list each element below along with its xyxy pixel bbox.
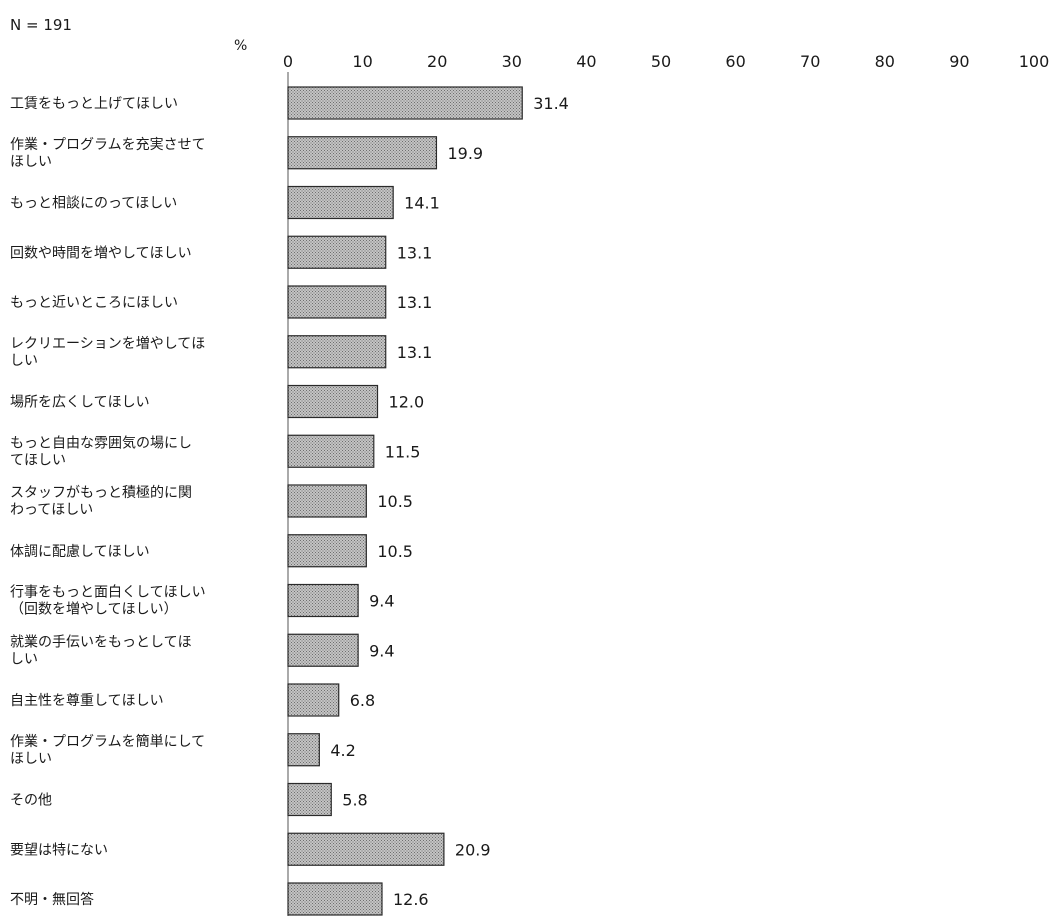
category-label: 要望は特にない	[10, 842, 108, 858]
category-label-line: 不明・無回答	[10, 891, 94, 908]
bar	[287, 235, 387, 269]
category-label: 工賃をもっと上げてほしい	[10, 96, 178, 112]
bar-value-label: 13.1	[397, 343, 433, 362]
category-label-line: 場所を広くしてほしい	[10, 395, 150, 411]
category-label: 自主性を尊重してほしい	[10, 692, 164, 709]
bar-value-label: 4.2	[330, 741, 355, 760]
x-tick-label: 100	[1019, 52, 1050, 71]
category-label-line: 回数や時間を増やしてほしい	[10, 245, 192, 261]
bar-value-label: 6.8	[350, 691, 375, 710]
category-label-line: ほしい	[10, 154, 52, 170]
bar	[287, 185, 394, 220]
bar-value-label: 19.9	[447, 144, 483, 163]
x-tick-label: 90	[949, 52, 969, 71]
category-label-line: レクリエーションを増やしてほ	[10, 336, 205, 352]
category-label-line: 就業の手伝いをもっとしてほ	[10, 634, 192, 650]
x-tick-label: 50	[651, 52, 671, 71]
category-label: もっと自由な雰囲気の場にしてほしい	[10, 435, 192, 468]
category-label: 回数や時間を増やしてほしい	[10, 245, 192, 261]
category-label-line: その他	[10, 793, 52, 809]
bar-value-label: 10.5	[377, 492, 413, 511]
value-labels: 31.4 19.9 14.1 13.1 13.1 13.1 12.0 11.5 10.5 10.5…	[330, 94, 569, 909]
x-tick-label: 0	[283, 52, 293, 71]
bar	[287, 683, 340, 717]
category-label-line: 体調に配慮してほしい	[10, 544, 150, 560]
category-label: レクリエーションを増やしてほしい	[10, 336, 205, 369]
category-label: その他	[10, 793, 52, 809]
category-label-line: もっと自由な雰囲気の場にし	[10, 435, 192, 451]
category-label: 体調に配慮してほしい	[10, 544, 150, 560]
category-label-line: もっと相談にのってほしい	[10, 196, 177, 212]
bar	[287, 335, 387, 369]
category-label-line: もっと近いところにほしい	[10, 295, 178, 311]
category-label: 場所を広くしてほしい	[10, 395, 150, 411]
bars	[287, 86, 523, 916]
category-label-line: （回数を増やしてほしい）	[10, 602, 178, 618]
bar	[287, 136, 438, 170]
bar-value-label: 14.1	[404, 194, 440, 213]
x-tick-label: 80	[875, 52, 895, 71]
category-label-line: わってほしい	[10, 502, 93, 518]
bar-value-label: 31.4	[533, 94, 569, 113]
bar	[287, 882, 383, 916]
category-label-line: しい	[10, 353, 38, 369]
bar-value-label: 12.0	[389, 393, 425, 412]
x-axis-ticks: 0 10 20 30 40 50 60 70 80 90 100	[283, 52, 1049, 71]
bar	[287, 285, 387, 319]
category-label-line: てほしい	[10, 452, 66, 468]
category-label: 作業・プログラムを充実させてほしい	[10, 137, 206, 170]
bar-value-label: 20.9	[455, 840, 491, 859]
x-tick-label: 20	[427, 52, 447, 71]
x-tick-label: 30	[502, 52, 522, 71]
bar	[287, 633, 359, 667]
bar-value-label: 13.1	[397, 243, 433, 262]
category-label-line: スタッフがもっと積極的に関	[10, 485, 192, 501]
bar	[287, 86, 523, 120]
bar-value-label: 5.8	[342, 791, 367, 810]
bar	[287, 832, 445, 866]
bar	[287, 782, 332, 817]
category-label-line: しい	[10, 651, 38, 667]
category-label-line: 行事をもっと面白くしてほしい	[10, 585, 206, 601]
bar	[287, 534, 367, 568]
x-tick-label: 10	[352, 52, 372, 71]
category-label: もっと相談にのってほしい	[10, 196, 177, 212]
category-label-line: 自主性を尊重してほしい	[10, 692, 164, 709]
bar	[287, 434, 375, 468]
category-label-line: ほしい	[10, 751, 52, 767]
bar	[287, 384, 379, 419]
bar-value-label: 12.6	[393, 890, 429, 909]
bar-value-label: 9.4	[369, 641, 394, 660]
category-label: もっと近いところにほしい	[10, 295, 178, 311]
category-label: 不明・無回答	[10, 891, 94, 908]
category-label-line: 要望は特にない	[10, 842, 108, 858]
category-label-line: 作業・プログラムを簡単にして	[10, 734, 205, 750]
category-label-line: 工賃をもっと上げてほしい	[10, 96, 178, 112]
category-label: 作業・プログラムを簡単にしてほしい	[10, 734, 205, 767]
category-labels: 工賃をもっと上げてほしい作業・プログラムを充実させてほしいもっと相談にのってほし…	[10, 96, 206, 908]
bar-value-label: 11.5	[385, 442, 421, 461]
category-label: 就業の手伝いをもっとしてほしい	[10, 634, 192, 667]
sample-size-label: N = 191	[10, 16, 72, 34]
category-label: 行事をもっと面白くしてほしい（回数を増やしてほしい）	[10, 585, 206, 618]
unit-label: %	[234, 38, 247, 54]
x-tick-label: 40	[576, 52, 596, 71]
bar-value-label: 13.1	[397, 293, 433, 312]
bar	[287, 583, 359, 618]
bar	[287, 484, 367, 518]
category-label: スタッフがもっと積極的に関わってほしい	[10, 485, 192, 518]
bar	[287, 733, 320, 767]
category-label-line: 作業・プログラムを充実させて	[10, 137, 206, 153]
bar-value-label: 9.4	[369, 592, 394, 611]
bar-value-label: 10.5	[377, 542, 413, 561]
x-tick-label: 70	[800, 52, 820, 71]
x-tick-label: 60	[725, 52, 745, 71]
